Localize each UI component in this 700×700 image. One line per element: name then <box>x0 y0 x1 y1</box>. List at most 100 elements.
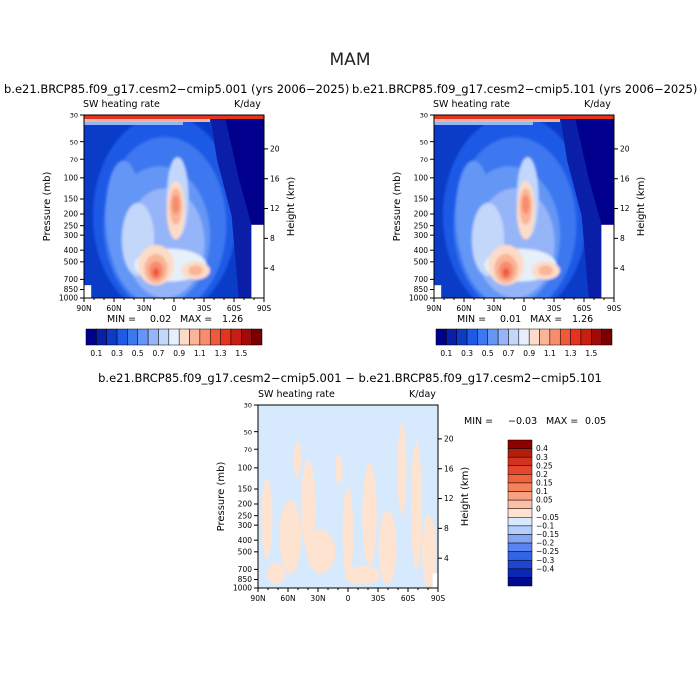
panel3-colorbar-swatch <box>507 517 533 527</box>
panel3-positive-patch <box>378 511 397 585</box>
panel2-xtick-label: 0 <box>522 304 527 313</box>
panel2-contour-m <box>502 267 510 277</box>
panel1-strat-band <box>84 115 264 119</box>
panel3-positive-patch <box>294 441 302 479</box>
panel1-strat-band-3 <box>84 122 183 125</box>
panel3-min-value: −0.03 <box>508 416 538 427</box>
panel3-ylabel-right: Height (km) <box>460 467 471 527</box>
panel3-colorbar-label: −0.3 <box>536 556 554 565</box>
panel3-positive-patch <box>267 562 285 585</box>
panel1-max-label: MAX = <box>180 314 213 325</box>
panel2-colorbar-label: 0.1 <box>440 349 452 358</box>
panel3-htick-label: 4 <box>444 554 449 563</box>
panel1-min-value: 0.02 <box>150 314 172 325</box>
panel1-xtick-label: 30N <box>136 304 151 313</box>
panel3-positive-patch <box>344 566 381 585</box>
panel3-ytick-label: 700 <box>238 565 253 574</box>
panel1-title: b.e21.BRCP85.f09_g17.cesm2−cmip5.001 (yr… <box>4 82 350 96</box>
panel2-colorbar-swatch <box>456 328 468 346</box>
panel3-ytick-label: 200 <box>238 500 253 509</box>
panel2-htick-label: 16 <box>620 174 630 183</box>
panel3-positive-patch <box>335 454 343 484</box>
panel3-colorbar-swatch <box>507 491 533 501</box>
panel1-colorbar-swatch <box>168 328 180 346</box>
panel1-htick-label: 4 <box>270 264 275 273</box>
panel1-ytick-label: 150 <box>64 195 79 204</box>
panel1-cold-region-2 <box>210 115 252 298</box>
panel1-ytick-label: 850 <box>64 285 79 294</box>
panel1-colorbar-swatch <box>96 328 107 346</box>
panel3-colorbar-label: −0.1 <box>536 521 554 530</box>
panel2-xtick-label: 60N <box>456 304 471 313</box>
panel3-colorbar-swatch <box>507 551 533 561</box>
panel2-variable: SW heating rate <box>433 99 510 110</box>
panel1-ytick-label: 250 <box>64 221 79 230</box>
panel3-colorbar-label: 0.3 <box>536 453 548 462</box>
panel3-colorbar-label: 0.1 <box>536 487 548 496</box>
panel2-xtick-label: 30N <box>486 304 501 313</box>
panel1-htick-label: 8 <box>270 234 275 243</box>
panel3-colorbar-label: −0.05 <box>536 513 559 522</box>
panel3-colorbar-swatch <box>507 499 533 509</box>
panel2-colorbar-swatch <box>518 328 530 346</box>
panel1-ytick-label: 200 <box>64 210 79 219</box>
panel1-xtick-label: 90N <box>76 304 91 313</box>
panel2-strat-band-2 <box>434 119 560 122</box>
panel2-colorbar-swatch <box>539 328 551 346</box>
panel2-colorbar-label: 0.5 <box>482 349 494 358</box>
panel3-colorbar-label: −0.4 <box>536 564 554 573</box>
panel1-colorbar-swatch <box>85 328 97 346</box>
panel3-colorbar-label: 0.25 <box>536 461 553 470</box>
panel3-colorbar-swatch <box>507 448 533 458</box>
panel3-positive-patch <box>306 529 336 574</box>
panel2-xtick-label: 30S <box>547 304 562 313</box>
panel1-ytick-label: 100 <box>64 173 79 182</box>
panel1-colorbar-swatch <box>189 328 201 346</box>
panel2-ylabel-right: Height (km) <box>636 177 647 237</box>
panel3-xtick-label: 30N <box>310 594 325 603</box>
panel1-colorbar-swatch <box>147 328 159 346</box>
panel3-colorbar-label: −0.2 <box>536 539 554 548</box>
panel2-htick-label: 8 <box>620 234 625 243</box>
panel3-htick-label: 12 <box>444 494 454 503</box>
panel3-colorbar-swatch <box>507 465 533 475</box>
panel3-colorbar-swatch <box>507 542 533 552</box>
panel1-htick-label: 12 <box>270 204 280 213</box>
panel2-colorbar-swatch <box>508 328 520 346</box>
panel1-contour-o <box>188 265 203 276</box>
panel3-colorbar-label: −0.25 <box>536 547 559 556</box>
panel2-axes: 90N 60N 30N 0 30S 60S 90S 30 50 70 100 150 200 250300… <box>392 112 647 313</box>
panel1-colorbar-swatch <box>116 328 128 346</box>
panel1-ylabel-right: Height (km) <box>286 177 297 237</box>
panel3-colorbar-label: 0.2 <box>536 470 548 479</box>
panel1-colorbar-swatch <box>241 328 252 346</box>
panel3-max-value: 0.05 <box>585 416 607 427</box>
panel2-colorbar-label: 1.5 <box>585 349 597 358</box>
panel2-colorbar-label: 0.7 <box>503 349 515 358</box>
panel3-colorbar-swatch <box>507 482 533 492</box>
panel3-htick-label: 16 <box>444 464 454 473</box>
panel2-min-value: 0.01 <box>500 314 522 325</box>
panel3-colorbar-swatch <box>507 577 533 587</box>
panel2-title: b.e21.BRCP85.f09_g17.cesm2−cmip5.101 (yr… <box>352 82 698 96</box>
panel1-ytick-label: 700 <box>64 275 79 284</box>
panel3-ytick-label: 50 <box>244 428 252 436</box>
panel2-htick-label: 12 <box>620 204 630 213</box>
panel1-colorbar-swatch <box>106 328 118 346</box>
panel2-ytick-label: 400 <box>414 246 429 255</box>
panel1-colorbar-swatch <box>220 328 232 346</box>
panel3-ytick-label: 70 <box>244 446 252 454</box>
panel3-min-label: MIN = <box>464 416 494 427</box>
panel3-ytick-label: 30 <box>244 402 252 410</box>
panel2-ytick-label: 100 <box>414 173 429 182</box>
panel1-colorbar-swatch <box>199 328 211 346</box>
panel3-max-label: MAX = <box>546 416 579 427</box>
panel2-ytick-label: 300 <box>414 231 429 240</box>
panel2-ytick-label: 150 <box>414 195 429 204</box>
panel1-htick-label: 20 <box>270 144 280 153</box>
panel2-contour-o <box>538 265 553 276</box>
panel3-positive-patch <box>342 487 354 579</box>
panel3-missing <box>432 573 438 588</box>
panel2-contour-i <box>521 195 530 214</box>
panel2-units: K/day <box>584 99 611 110</box>
